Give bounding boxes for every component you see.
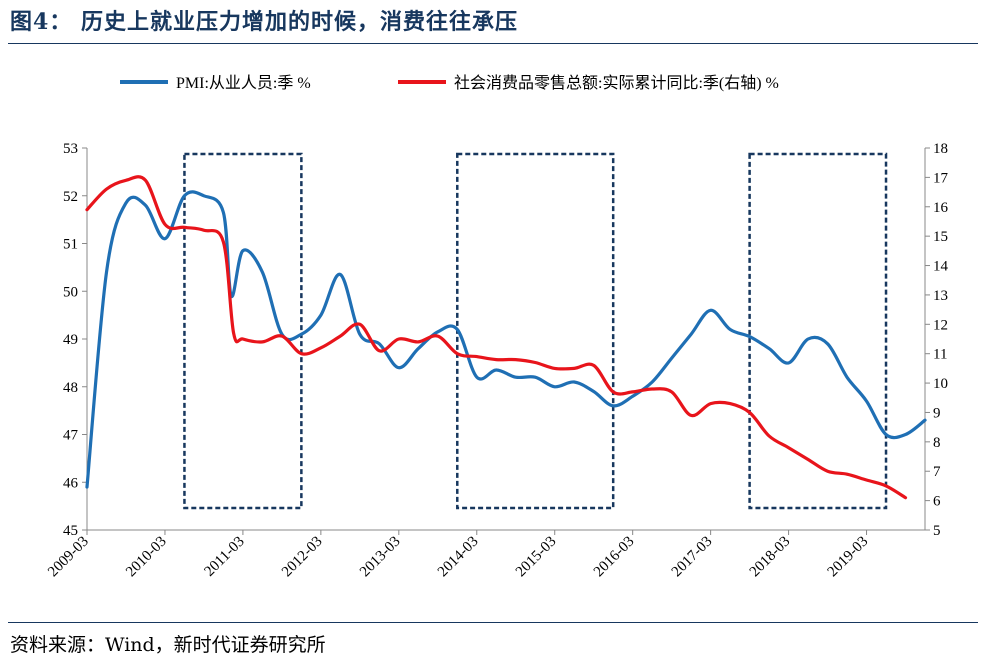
highlight-box [183, 152, 303, 510]
y-right-tick-label: 12 [933, 317, 948, 333]
x-tick-label: 2019-03 [825, 534, 872, 581]
series-line-pmi [85, 190, 927, 489]
y-right-tick-label: 6 [933, 494, 941, 510]
legend-label: 社会消费品零售总额:实际累计同比:季(右轴) % [454, 74, 779, 92]
y-right-tick-label: 9 [933, 405, 941, 421]
x-tick-label: 2010-03 [123, 534, 170, 581]
y-right-tick-label: 13 [933, 288, 948, 304]
chart-title: 图4： 历史上就业压力增加的时候，消费往往承压 [10, 9, 518, 35]
x-tick-label: 2016-03 [591, 534, 638, 581]
x-tick-label: 2018-03 [747, 534, 794, 581]
y-right-tick-label: 7 [933, 464, 941, 480]
top-rule [8, 43, 978, 44]
y-left-tick-label: 52 [63, 189, 78, 205]
y-left-tick-label: 49 [63, 332, 78, 348]
source-note: 资料来源：Wind，新时代证券研究所 [10, 634, 326, 656]
x-tick-label: 2013-03 [357, 534, 404, 581]
highlight-boxes [183, 152, 888, 510]
y-right-tick-label: 17 [933, 170, 949, 186]
highlight-box [748, 152, 888, 510]
y-right-tick-label: 5 [933, 523, 941, 539]
y-right-tick-label: 11 [933, 347, 947, 363]
x-tick-label: 2014-03 [435, 534, 482, 581]
x-tick-label: 2012-03 [279, 534, 326, 581]
y-right-tick-label: 14 [933, 259, 949, 275]
highlight-box [456, 152, 615, 510]
legend-label: PMI:从业人员:季 % [176, 74, 311, 92]
x-tick-label: 2017-03 [669, 534, 716, 581]
y-right-tick-label: 8 [933, 435, 941, 451]
y-left-tick-label: 50 [63, 284, 78, 300]
series-lines [85, 175, 927, 500]
y-left-tick-label: 45 [63, 523, 78, 539]
x-tick-label: 2015-03 [513, 534, 560, 581]
legend: PMI:从业人员:季 % 社会消费品零售总额:实际累计同比:季(右轴) % [120, 74, 779, 92]
y-right-tick-label: 16 [933, 200, 949, 216]
y-right-tick-label: 15 [933, 229, 948, 245]
y-left-tick-label: 47 [63, 428, 79, 444]
y-right-tick-label: 10 [933, 376, 948, 392]
x-tick-label: 2011-03 [201, 534, 247, 580]
y-right-tick-label: 18 [933, 141, 948, 157]
y-left-tick-label: 51 [63, 237, 78, 253]
y-left-tick-label: 48 [63, 380, 78, 396]
y-left-tick-label: 53 [63, 141, 78, 157]
series-line-retail [85, 175, 908, 500]
bottom-rule [8, 622, 978, 623]
x-tick-label: 2009-03 [45, 534, 92, 581]
y-left-tick-label: 46 [63, 475, 79, 491]
